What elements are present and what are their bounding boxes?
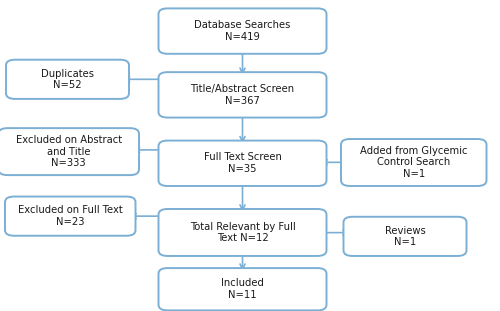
FancyBboxPatch shape [158, 268, 326, 310]
FancyBboxPatch shape [344, 217, 466, 256]
FancyBboxPatch shape [0, 128, 139, 175]
Text: Excluded on Abstract
and Title
N=333: Excluded on Abstract and Title N=333 [16, 135, 122, 168]
FancyBboxPatch shape [158, 8, 326, 54]
Text: Title/Abstract Screen
N=367: Title/Abstract Screen N=367 [190, 84, 294, 106]
FancyBboxPatch shape [5, 197, 136, 236]
Text: Added from Glycemic
Control Search
N=1: Added from Glycemic Control Search N=1 [360, 146, 468, 179]
Text: Excluded on Full Text
N=23: Excluded on Full Text N=23 [18, 205, 122, 227]
Text: Full Text Screen
N=35: Full Text Screen N=35 [204, 152, 282, 174]
Text: Reviews
N=1: Reviews N=1 [384, 225, 426, 247]
Text: Included
N=11: Included N=11 [221, 278, 264, 300]
Text: Total Relevant by Full
Text N=12: Total Relevant by Full Text N=12 [190, 222, 296, 243]
FancyBboxPatch shape [341, 139, 486, 186]
Text: Duplicates
N=52: Duplicates N=52 [41, 68, 94, 90]
FancyBboxPatch shape [6, 60, 129, 99]
Text: Database Searches
N=419: Database Searches N=419 [194, 20, 290, 42]
FancyBboxPatch shape [158, 141, 326, 186]
FancyBboxPatch shape [158, 209, 326, 256]
FancyBboxPatch shape [158, 72, 326, 118]
